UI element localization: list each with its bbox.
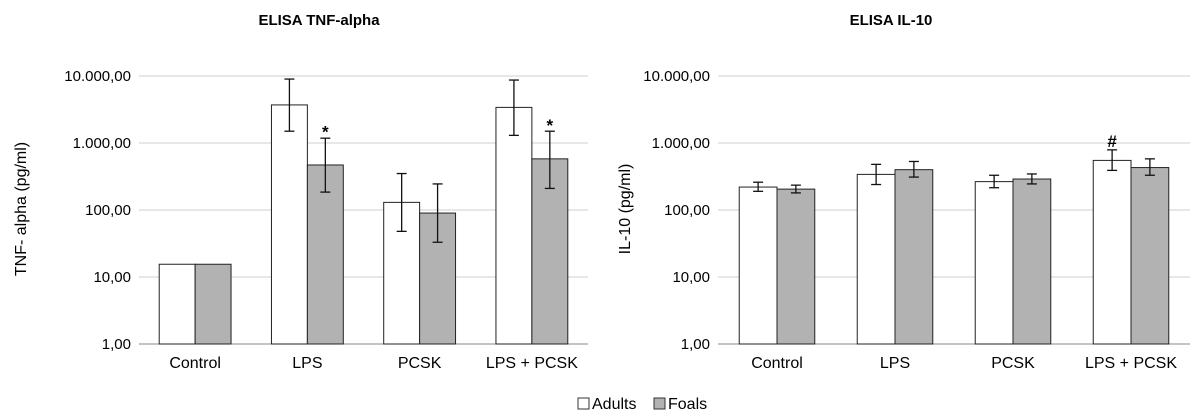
bar [974,181,1014,345]
significance-marker: * [547,116,554,135]
y-tick-label: 1.000,00 [73,135,131,152]
bar [738,186,778,345]
x-tick-label: PCSK [398,355,442,372]
y-tick-label: 100,00 [85,202,131,219]
bar [1130,167,1170,345]
y-tick-label: 100,00 [664,202,710,219]
y-tick-label: 10.000,00 [64,68,131,85]
y-tick-label: 1,00 [102,336,131,353]
y-axis-label: TNF- alpha (pg/ml) [13,142,30,276]
x-tick-label: LPS [880,355,910,372]
x-tick-label: PCSK [991,355,1035,372]
bar [306,164,344,345]
legend-swatch-foals [653,397,666,410]
legend-swatch-adults [577,397,590,410]
legend: Adults Foals [577,396,707,413]
significance-marker: # [1107,132,1117,151]
y-tick-label: 1,00 [681,336,710,353]
significance-marker: * [322,122,329,141]
y-axis-label: IL-10 (pg/ml) [617,164,634,255]
bar [495,106,533,345]
bar [1012,178,1052,345]
bar [1092,159,1132,345]
bar [158,263,196,345]
y-tick-label: 1.000,00 [652,135,710,152]
bar [270,104,308,345]
chart-title: ELISA IL-10 [850,12,933,29]
legend-label-foals: Foals [668,396,707,413]
x-tick-label: LPS + PCSK [486,355,578,372]
bar [894,169,934,345]
chart-title: ELISA TNF-alpha [258,12,380,29]
y-tick-label: 10,00 [672,269,710,286]
bar [776,188,816,345]
bar [856,173,896,345]
x-tick-label: LPS + PCSK [1085,355,1177,372]
legend-label-adults: Adults [592,396,636,413]
x-tick-label: LPS [292,355,322,372]
bar [194,263,232,345]
y-tick-label: 10,00 [93,269,131,286]
x-tick-label: Control [169,355,221,372]
x-tick-label: Control [751,355,803,372]
chart-tnf-alpha: ELISA TNF-alpha TNF- alpha (pg/ml) 1,00 1… [13,12,588,372]
y-tick-label: 10.000,00 [643,68,710,85]
chart-il-10: ELISA IL-10 IL-10 (pg/ml) 1,00 10,00 100,0… [617,12,1190,372]
bar [531,158,569,345]
